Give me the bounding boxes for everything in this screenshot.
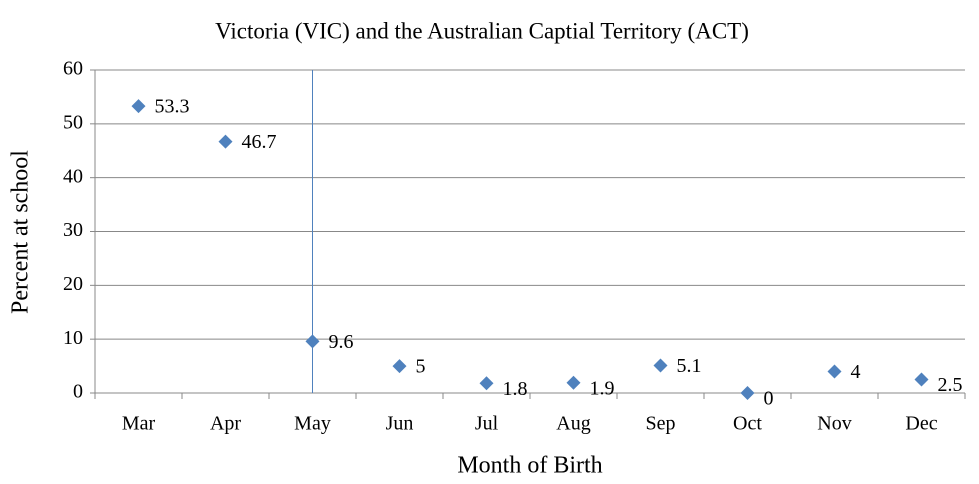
marker xyxy=(740,386,755,400)
x-axis-title: Month of Birth xyxy=(457,453,602,479)
marker xyxy=(653,358,668,373)
y-tick-label: 50 xyxy=(63,111,83,133)
data-label: 1.8 xyxy=(503,378,528,400)
data-label: 5.1 xyxy=(677,355,702,377)
data-label: 0 xyxy=(764,388,774,410)
y-tick-label: 30 xyxy=(63,219,83,241)
x-tick-label: Dec xyxy=(905,413,937,435)
x-tick-label: Oct xyxy=(733,413,762,435)
marker xyxy=(827,364,842,379)
x-tick-label: Jul xyxy=(475,413,499,435)
marker xyxy=(131,99,146,114)
data-label: 2.5 xyxy=(938,374,963,396)
data-label: 1.9 xyxy=(590,377,615,399)
marker xyxy=(305,334,320,349)
marker xyxy=(479,376,494,391)
y-tick-label: 60 xyxy=(63,58,83,80)
x-tick-label: Aug xyxy=(556,413,590,435)
x-tick-label: May xyxy=(294,413,331,435)
x-tick-label: Jun xyxy=(386,413,414,435)
marker xyxy=(218,134,233,149)
data-label: 4 xyxy=(851,361,861,383)
y-tick-label: 10 xyxy=(63,327,83,349)
y-axis-title: Percent at school xyxy=(8,150,34,314)
chart-title: Victoria (VIC) and the Australian Captia… xyxy=(215,18,749,43)
y-tick-label: 40 xyxy=(63,165,83,187)
marker xyxy=(392,359,407,374)
x-tick-label: Sep xyxy=(646,413,676,435)
data-label: 9.6 xyxy=(329,331,354,353)
marker xyxy=(914,372,929,387)
y-tick-label: 20 xyxy=(63,273,83,295)
x-tick-label: Apr xyxy=(210,413,241,435)
data-label: 46.7 xyxy=(242,131,277,153)
y-tick-label: 0 xyxy=(73,381,83,403)
data-label: 53.3 xyxy=(155,96,190,118)
data-label: 5 xyxy=(416,356,426,378)
x-tick-label: Nov xyxy=(817,413,851,435)
marker xyxy=(566,375,581,390)
x-tick-label: Mar xyxy=(122,413,156,435)
